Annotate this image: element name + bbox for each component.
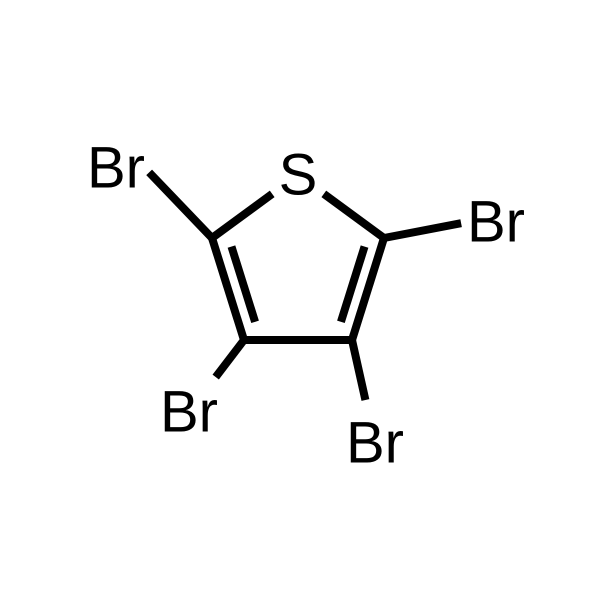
atom-label-br3: Br	[160, 380, 218, 445]
molecule-diagram: S Br Br Br Br	[0, 0, 600, 600]
atom-label-br5: Br	[467, 190, 525, 255]
atom-label-s: S	[279, 143, 318, 208]
atom-label-br2: Br	[87, 136, 145, 201]
atom-label-br4: Br	[346, 411, 404, 476]
